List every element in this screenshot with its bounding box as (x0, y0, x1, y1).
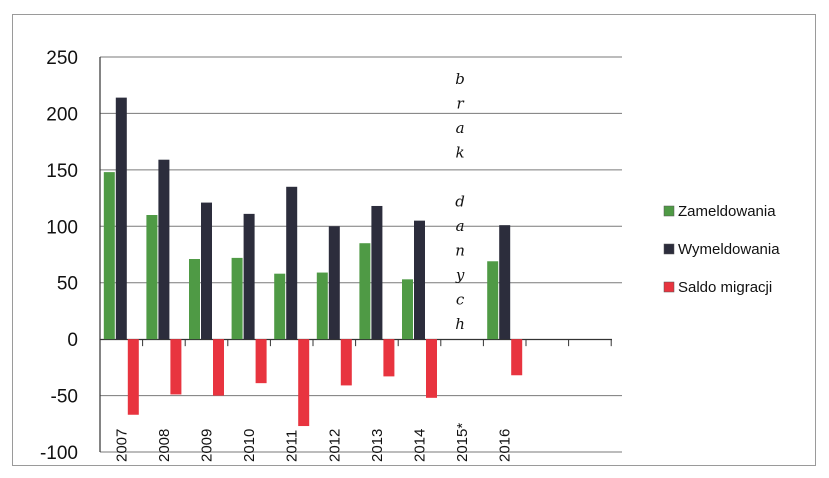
bar-zameldowania-2012 (316, 272, 328, 340)
bar-saldo-migracji-2010 (255, 339, 267, 384)
y-tick-label: 150 (46, 161, 78, 182)
category-label: 2015* (454, 423, 471, 462)
category-label: 2008 (156, 429, 173, 462)
annotation-letter: a (456, 119, 465, 137)
y-tick-label: 100 (46, 217, 78, 238)
legend-swatch (663, 205, 675, 217)
x-tick-marks (99, 339, 612, 347)
bar-saldo-migracji-2012 (340, 339, 352, 386)
category-label: 2009 (199, 429, 216, 462)
bar-zameldowania-2016 (487, 261, 499, 340)
annotation-letter: b (455, 70, 465, 88)
category-labels: 2007 2008 2009 2010 2011 2012 2013 2014 2015* 201… (113, 423, 513, 462)
category-label: 2014 (412, 429, 429, 462)
bar-wymeldowania-2008 (158, 159, 170, 340)
bar-saldo-migracji-2007 (127, 339, 139, 415)
category-label: 2012 (326, 429, 343, 462)
bar-zameldowania-2014 (402, 279, 413, 340)
annotation-letter: h (455, 315, 465, 333)
bar-saldo-migracji-2013 (383, 339, 395, 377)
annotation-letter: d (455, 193, 465, 211)
annotation-letter: n (455, 242, 465, 260)
bar-wymeldowania-2010 (243, 213, 255, 340)
bar-zameldowania-2013 (359, 243, 371, 340)
category-label: 2007 (113, 429, 130, 462)
y-tick-label: -50 (51, 387, 78, 408)
y-tick-label: 250 (46, 48, 78, 69)
annotation-letter: a (456, 217, 465, 235)
bar-wymeldowania-2007 (115, 97, 127, 340)
bar-wymeldowania-2013 (371, 205, 383, 340)
annotation-letter: r (457, 95, 465, 113)
bar-wymeldowania-2009 (201, 202, 212, 340)
bar-saldo-migracji-2014 (426, 339, 437, 398)
y-tick-label: 0 (67, 330, 78, 351)
bar-saldo-migracji-2008 (170, 339, 182, 395)
y-tick-label: 50 (57, 274, 78, 295)
annotation-letter: y (455, 266, 465, 284)
category-label: 2013 (369, 429, 386, 462)
legend-label: Wymeldowania (678, 241, 780, 258)
y-tick-labels: 250 200 150 100 50 0 -50 -100 (40, 48, 78, 464)
bar-zameldowania-2009 (189, 259, 200, 340)
annotation-letter: c (456, 291, 465, 309)
bar-saldo-migracji-2016 (511, 339, 523, 376)
bar-saldo-migracji-2011 (298, 339, 310, 427)
bar-zameldowania-2011 (274, 273, 286, 340)
category-label: 2011 (284, 430, 301, 462)
bars (103, 97, 523, 427)
annotation-letter: k (456, 144, 465, 162)
bar-zameldowania-2008 (146, 215, 158, 340)
y-tick-label: -100 (40, 443, 78, 464)
bar-wymeldowania-2011 (286, 186, 298, 340)
category-label: 2010 (241, 429, 258, 462)
legend-swatch (663, 243, 675, 255)
bar-wymeldowania-2012 (328, 226, 340, 340)
legend-label: Zameldowania (678, 203, 776, 220)
bar-zameldowania-2007 (103, 172, 115, 340)
legend: Zameldowania Wymeldowania Saldo migracji (663, 203, 780, 296)
bar-saldo-migracji-2009 (213, 339, 224, 396)
legend-swatch (663, 281, 675, 293)
bar-wymeldowania-2016 (499, 225, 511, 340)
bar-zameldowania-2010 (231, 257, 243, 340)
category-label: 2016 (497, 429, 514, 462)
y-tick-label: 200 (46, 104, 78, 125)
legend-label: Saldo migracji (678, 279, 772, 296)
bar-wymeldowania-2014 (414, 220, 425, 340)
